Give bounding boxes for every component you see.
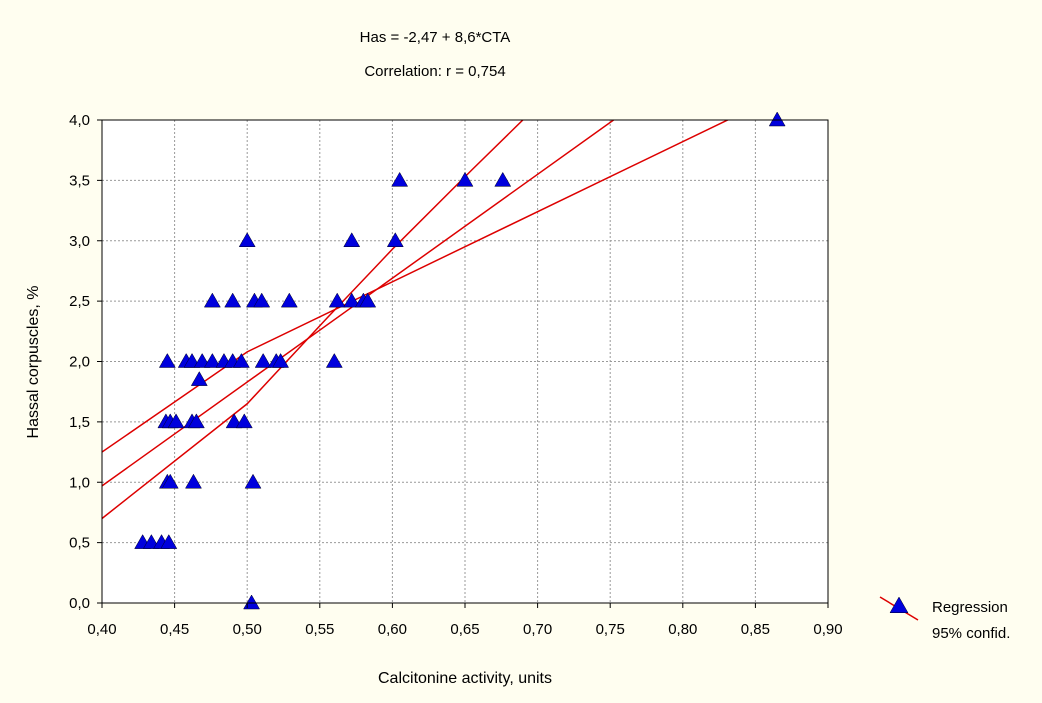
data-point (768, 111, 786, 127)
data-point (187, 413, 205, 429)
chart-subtitle: Correlation: r = 0,754 (364, 63, 505, 80)
x-tick-label: 0,80 (668, 621, 697, 638)
data-point (254, 352, 272, 368)
data-point (203, 292, 221, 308)
data-point (158, 352, 176, 368)
y-tick-label: 1,0 (69, 474, 90, 491)
confidence-band-lower (102, 120, 524, 520)
data-point (244, 473, 262, 489)
legend-entry-regression: Regression (932, 599, 1008, 616)
data-point (343, 232, 361, 247)
x-tick-label: 0,65 (450, 621, 479, 638)
y-axis-title: Hassal corpuscles, % (25, 286, 42, 439)
data-point (456, 171, 474, 187)
data-point (235, 413, 253, 429)
x-axis-title: Calcitonine activity, units (378, 670, 552, 687)
y-tick-label: 2,0 (69, 354, 90, 371)
y-tick-label: 0,0 (69, 595, 90, 612)
data-point (185, 473, 202, 489)
data-point (343, 292, 361, 308)
data-point (253, 292, 271, 308)
x-tick-label: 0,45 (160, 621, 189, 638)
legend-entry-confidence: 95% confid. (932, 625, 1010, 642)
confidence-band-upper (102, 120, 730, 453)
data-point (386, 232, 404, 247)
y-tick-label: 1,5 (69, 414, 90, 431)
data-point (203, 352, 221, 368)
data-point (161, 473, 179, 489)
data-point (167, 413, 185, 429)
data-point (280, 292, 298, 308)
y-tick-label: 2,5 (69, 293, 90, 310)
data-point (359, 292, 377, 308)
y-tick-label: 3,0 (69, 233, 90, 250)
chart-title: Has = -2,47 + 8,6*CTA (360, 29, 511, 46)
data-point (238, 232, 256, 247)
x-tick-label: 0,85 (741, 621, 770, 638)
axis-ticks: 0,40 0,45 0,50 0,55 0,60 0,65 0,70 0,75 0,80 0,85… (69, 112, 842, 638)
data-point (190, 371, 208, 386)
data-point (494, 171, 512, 187)
data-point (325, 352, 343, 368)
x-tick-label: 0,40 (87, 621, 116, 638)
x-tick-label: 0,90 (813, 621, 842, 638)
y-tick-label: 0,5 (69, 535, 90, 552)
data-point (328, 292, 346, 308)
data-point (391, 171, 409, 187)
data-points (134, 111, 786, 610)
data-point (272, 352, 290, 368)
x-tick-label: 0,60 (378, 621, 407, 638)
y-tick-label: 3,5 (69, 172, 90, 189)
data-point (232, 352, 250, 368)
x-tick-label: 0,70 (523, 621, 552, 638)
legend: Regression 95% confid. (879, 596, 1010, 642)
x-tick-label: 0,50 (233, 621, 262, 638)
data-point (160, 534, 178, 549)
x-tick-label: 0,55 (305, 621, 334, 638)
data-point (224, 292, 242, 308)
x-tick-label: 0,75 (596, 621, 625, 638)
legend-triangle-marker-icon (889, 596, 909, 613)
y-tick-label: 4,0 (69, 112, 90, 129)
